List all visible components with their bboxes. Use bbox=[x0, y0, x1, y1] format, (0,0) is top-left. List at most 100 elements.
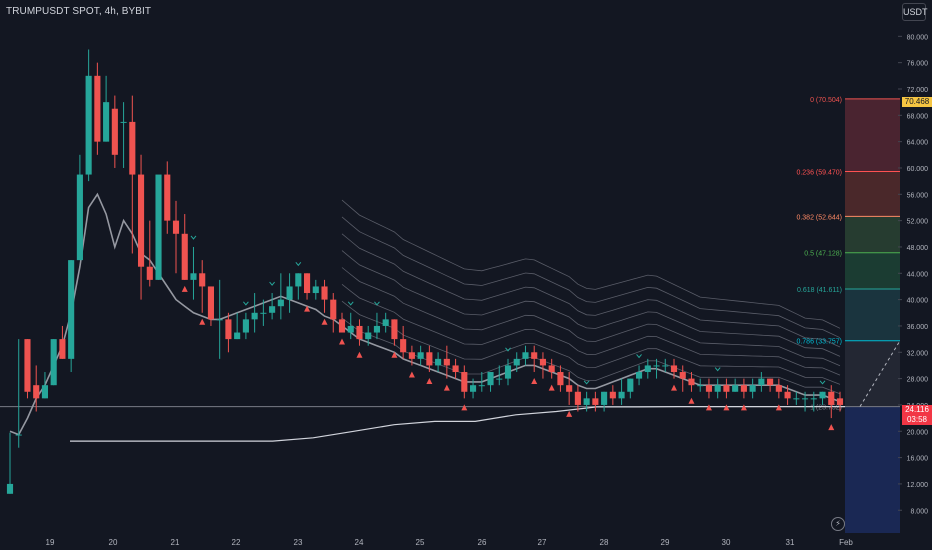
buy-marker bbox=[374, 301, 380, 306]
y-tick-label: 48.000 bbox=[907, 245, 929, 252]
fib-zone bbox=[845, 98, 900, 172]
lower-band-line bbox=[70, 406, 845, 442]
fib-zone bbox=[845, 289, 900, 341]
buy-marker bbox=[243, 301, 249, 306]
sell-marker bbox=[740, 404, 747, 411]
x-tick-label: 23 bbox=[294, 538, 303, 547]
candle-body bbox=[181, 233, 188, 280]
candle-body bbox=[531, 352, 538, 359]
candle-body bbox=[566, 385, 573, 392]
candle-body bbox=[24, 339, 31, 392]
candle-body bbox=[225, 319, 232, 340]
candle-body bbox=[714, 385, 721, 392]
candle-body bbox=[758, 378, 765, 386]
candle-body bbox=[312, 286, 319, 294]
candle-body bbox=[644, 365, 651, 373]
sell-marker bbox=[548, 384, 555, 391]
y-tick-label: 28.000 bbox=[907, 377, 929, 384]
candle-body bbox=[172, 220, 180, 234]
candle-body bbox=[513, 358, 520, 366]
candle-body bbox=[382, 319, 389, 326]
x-tick-label: 27 bbox=[538, 538, 547, 547]
candle-body bbox=[164, 174, 171, 221]
buy-marker bbox=[636, 354, 642, 359]
sell-marker bbox=[671, 384, 677, 391]
candle-body bbox=[775, 385, 782, 392]
lower-band bbox=[70, 406, 845, 442]
candle-body bbox=[662, 365, 669, 367]
buy-marker bbox=[295, 261, 302, 267]
candle-body bbox=[601, 391, 608, 405]
candle-body bbox=[609, 391, 616, 399]
candle-body bbox=[504, 365, 512, 379]
candle-body bbox=[321, 286, 328, 300]
candle-body bbox=[120, 121, 127, 123]
buy-marker bbox=[505, 347, 511, 352]
ribbon-line bbox=[341, 283, 841, 376]
candle-body bbox=[417, 352, 424, 359]
price-axis: 80.000 76.000 72.000 68.000 64.000 60.000 56.0… bbox=[898, 0, 932, 550]
candle-body bbox=[207, 286, 215, 320]
candle-body bbox=[461, 372, 468, 392]
lightning-icon[interactable]: ⚡ bbox=[831, 517, 845, 531]
y-tick-label: 52.000 bbox=[907, 219, 929, 226]
candle-body bbox=[443, 358, 450, 366]
moving-average-line bbox=[9, 192, 841, 436]
candle-body bbox=[522, 352, 529, 359]
fib-label: 0.5 (47.128) bbox=[804, 251, 842, 258]
fibonacci-zones bbox=[845, 98, 900, 533]
candle-body bbox=[836, 398, 844, 405]
x-tick-label: 19 bbox=[46, 538, 55, 547]
candle-body bbox=[828, 391, 835, 405]
fib-label: 0.618 (41.611) bbox=[797, 287, 842, 294]
candle-body bbox=[426, 352, 433, 366]
price-axis-bg bbox=[900, 0, 932, 550]
candle-body bbox=[155, 174, 162, 280]
sell-marker bbox=[408, 371, 415, 378]
candle-body bbox=[199, 273, 206, 287]
candle-body bbox=[653, 365, 660, 367]
candle-body bbox=[688, 378, 695, 386]
ribbon-line bbox=[341, 300, 841, 385]
sell-marker bbox=[775, 404, 782, 411]
candle-body bbox=[469, 385, 477, 392]
candle-body bbox=[190, 273, 197, 280]
currency-button[interactable]: USDT bbox=[902, 3, 928, 21]
candle-body bbox=[277, 299, 284, 307]
candle-body bbox=[216, 319, 223, 321]
candle-body bbox=[41, 385, 49, 399]
candle-body bbox=[557, 372, 564, 386]
fib-label: 0.382 (52.644) bbox=[796, 214, 842, 221]
x-tick-label: 26 bbox=[478, 538, 487, 547]
candle-body bbox=[574, 391, 581, 405]
ribbon-line bbox=[341, 267, 841, 367]
moving-average-ribbons bbox=[341, 199, 841, 395]
y-tick-label: 40.000 bbox=[907, 298, 929, 305]
sell-marker bbox=[723, 404, 730, 411]
candle-body bbox=[347, 325, 354, 333]
candle-body bbox=[548, 365, 555, 373]
sell-marker bbox=[391, 351, 398, 358]
x-tick-label: 31 bbox=[786, 538, 795, 547]
y-tick-label: 76.000 bbox=[907, 61, 929, 68]
candle-body bbox=[6, 483, 14, 494]
x-tick-label: 29 bbox=[661, 538, 670, 547]
candle-body bbox=[103, 102, 110, 142]
sell-marker bbox=[461, 404, 468, 411]
y-tick-label: 36.000 bbox=[907, 324, 929, 331]
x-tick-label: 25 bbox=[416, 538, 425, 547]
candle-body bbox=[94, 75, 101, 142]
y-tick-label: 32.000 bbox=[907, 350, 929, 357]
candle-body bbox=[740, 385, 747, 392]
candle-body bbox=[76, 174, 83, 261]
candle-body bbox=[487, 372, 494, 386]
y-tick-label: 16.000 bbox=[907, 456, 929, 463]
candle-body bbox=[635, 372, 643, 379]
candle-body bbox=[373, 325, 381, 333]
fib-zone bbox=[845, 216, 900, 253]
sell-marker bbox=[181, 285, 188, 292]
buy-marker bbox=[269, 281, 275, 286]
fib-zone bbox=[845, 340, 900, 407]
x-tick-label: 24 bbox=[355, 538, 364, 547]
